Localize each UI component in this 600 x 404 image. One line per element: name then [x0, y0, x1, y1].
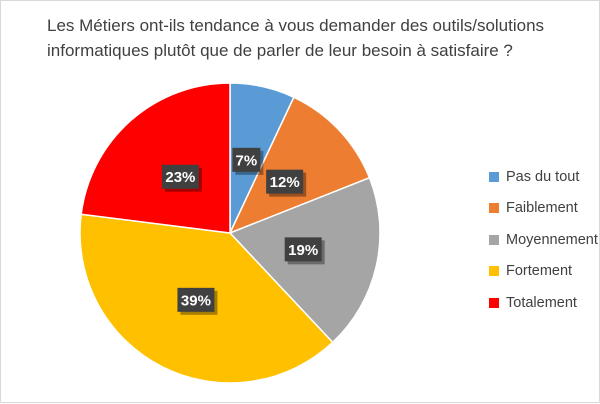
chart-title-line-2: informatiques plutôt que de parler de le…: [47, 41, 513, 60]
legend-item-totalement: Totalement: [489, 287, 598, 319]
svg-text:39%: 39%: [181, 292, 211, 309]
legend-item-fortement: Fortement: [489, 256, 598, 288]
legend-label-moyennement: Moyennement: [506, 231, 598, 248]
data-label-totalement: 23%: [161, 164, 202, 192]
legend-label-pas-du-tout: Pas du tout: [506, 168, 580, 185]
legend-swatch-pas-du-tout: [489, 171, 499, 182]
legend-item-moyennement: Moyennement: [489, 224, 598, 256]
svg-text:19%: 19%: [288, 242, 318, 259]
legend-swatch-fortement: [489, 266, 499, 277]
svg-text:7%: 7%: [236, 152, 258, 169]
data-label-pas-du-tout: 7%: [232, 147, 264, 175]
legend-swatch-faiblement: [489, 203, 499, 214]
chart-title: Les Métiers ont-ils tendance à vous dema…: [47, 13, 587, 63]
legend-label-fortement: Fortement: [506, 263, 573, 280]
data-label-faiblement: 12%: [266, 169, 307, 197]
data-label-fortement: 39%: [177, 287, 218, 315]
legend-swatch-totalement: [489, 297, 499, 308]
chart-title-line-1: Les Métiers ont-ils tendance à vous dema…: [47, 16, 545, 35]
data-label-moyennement: 19%: [284, 237, 325, 265]
pie-slice-totalement: [80, 82, 231, 234]
legend-label-faiblement: Faiblement: [506, 200, 578, 217]
svg-text:23%: 23%: [165, 169, 195, 186]
chart-legend: Pas du tout Faiblement Moyennement Forte…: [489, 161, 598, 319]
legend-swatch-moyennement: [489, 234, 499, 245]
pie-slice-faiblement: [228, 96, 371, 235]
legend-label-totalement: Totalement: [506, 294, 577, 311]
svg-text:12%: 12%: [270, 174, 300, 191]
legend-item-faiblement: Faiblement: [489, 193, 598, 225]
legend-item-pas-du-tout: Pas du tout: [489, 161, 598, 193]
